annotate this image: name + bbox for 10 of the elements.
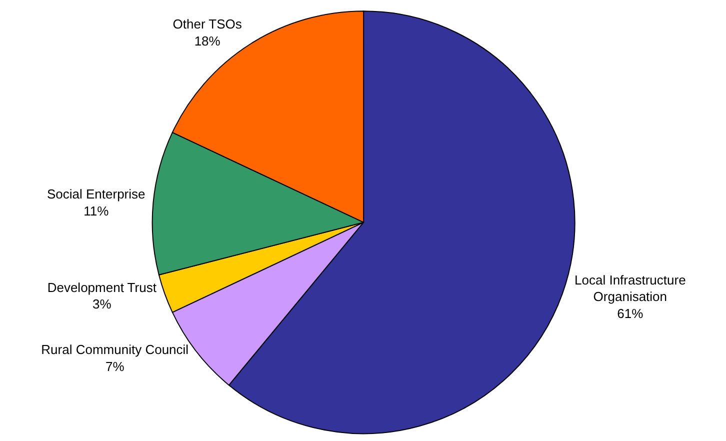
data-label: 3%: [92, 296, 112, 312]
data-label: 11%: [84, 203, 110, 218]
data-label: 7%: [105, 358, 125, 374]
slice-label: Other TSOs: [172, 16, 242, 32]
data-label: 18%: [194, 34, 221, 49]
slice-label: Social Enterprise: [46, 186, 146, 202]
data-label: 61%: [617, 306, 644, 322]
slice-label: Development Trust: [47, 280, 157, 295]
slice-label: Local Infrastructure Organisation: [574, 272, 686, 304]
slice-label: Rural Community Council: [41, 342, 189, 357]
